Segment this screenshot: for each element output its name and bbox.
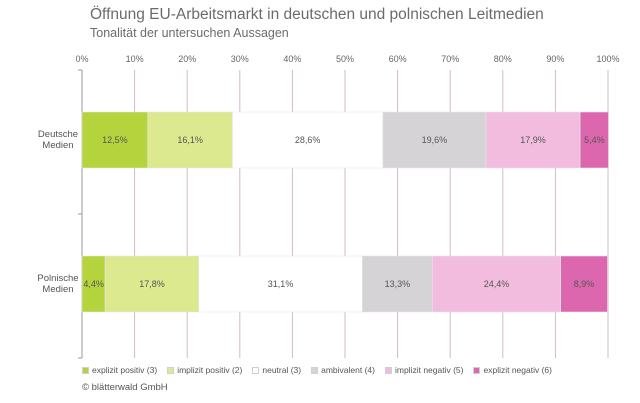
data-label: 28,6%	[295, 135, 321, 145]
legend-label: neutral (3)	[262, 365, 302, 375]
bar-segment	[485, 111, 581, 169]
legend-swatch	[252, 366, 260, 374]
bar-segment	[104, 255, 200, 313]
x-tick-label: 80%	[494, 54, 512, 64]
category-label: Deutsche Medien	[38, 129, 78, 151]
legend-label: implizit positiv (2)	[177, 365, 243, 375]
data-label: 24,4%	[484, 279, 510, 289]
x-tick-label: 30%	[231, 54, 249, 64]
legend-label: explizit positiv (3)	[92, 365, 158, 375]
bar-segment	[560, 255, 608, 313]
data-label: 8,9%	[574, 279, 595, 289]
data-label: 17,8%	[139, 279, 165, 289]
data-label: 12,5%	[102, 135, 128, 145]
legend-item: implizit negativ (5)	[384, 365, 464, 375]
bar-segment	[81, 111, 149, 169]
x-tick-label: 50%	[336, 54, 354, 64]
bar-segment	[579, 111, 609, 169]
data-label: 19,6%	[422, 135, 448, 145]
bar-segment	[198, 255, 363, 313]
x-tick-label: 20%	[178, 54, 196, 64]
legend-item: implizit positiv (2)	[167, 365, 242, 375]
bar-segment	[432, 255, 561, 313]
data-label: 16,1%	[177, 135, 203, 145]
legend-item: ambivalent (4)	[311, 365, 375, 375]
legend-item: neutral (3)	[252, 365, 301, 375]
chart-subtitle: Tonalität der untersuchen Aussagen	[90, 26, 289, 40]
legend-swatch	[167, 366, 175, 374]
x-tick-label: 40%	[283, 54, 301, 64]
legend-label: explizit negativ (6)	[483, 365, 552, 375]
legend-label: ambivalent (4)	[321, 365, 375, 375]
x-tick-label: 100%	[596, 54, 619, 64]
data-label: 31,1%	[268, 279, 294, 289]
x-tick-label: 0%	[75, 54, 88, 64]
legend-swatch	[82, 366, 89, 374]
legend-item: explizit positiv (3)	[82, 365, 157, 375]
bar-segment	[147, 111, 233, 169]
category-label: Polnische Medien	[37, 273, 78, 295]
bar-segment	[232, 111, 384, 169]
data-label: 5,4%	[584, 135, 605, 145]
legend-swatch	[473, 366, 481, 374]
data-label: 13,3%	[385, 279, 411, 289]
legend-swatch	[384, 366, 392, 374]
data-label: 17,9%	[520, 135, 546, 145]
data-label: 4,4%	[83, 279, 104, 289]
bar-segment	[362, 255, 433, 313]
x-tick-label: 90%	[546, 54, 564, 64]
x-tick-label: 10%	[126, 54, 144, 64]
legend-swatch	[311, 366, 319, 374]
chart-legend: explizit positiv (3) implizit positiv (2)…	[82, 365, 552, 375]
legend-label: implizit negativ (5)	[394, 365, 464, 375]
chart-title: Öffnung EU-Arbeitsmarkt in deutschen und…	[90, 6, 544, 23]
x-tick-label: 70%	[441, 54, 459, 64]
x-tick-label: 60%	[389, 54, 407, 64]
legend-item: explizit negativ (6)	[473, 365, 552, 375]
copyright-notice: © blätterwald GmbH	[82, 382, 168, 393]
